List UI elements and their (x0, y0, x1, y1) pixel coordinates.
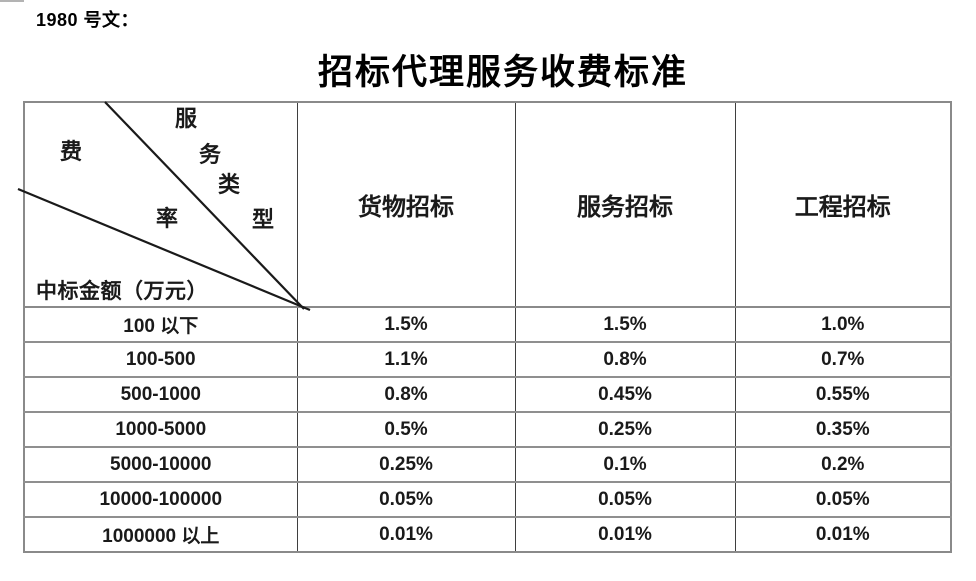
corner-axis-char: 务 (199, 142, 222, 167)
row-label: 500-1000 (23, 376, 298, 412)
corner-axis-char: 率 (156, 206, 179, 231)
table-row: 5000-10000 0.25% 0.1% 0.2% (23, 446, 952, 482)
fee-value: 0.5% (296, 411, 516, 447)
fee-value: 0.01% (514, 516, 736, 552)
fee-value: 1.0% (734, 306, 952, 342)
fee-value: 1.1% (296, 341, 516, 377)
fee-value: 0.8% (296, 376, 516, 412)
fee-standard-table: 服 务 类 型 费 率 中标金额（万元） 货物招标 服务招标 工程招标 100 … (17, 101, 952, 553)
table-row: 10000-100000 0.05% 0.05% 0.05% (23, 481, 952, 517)
row-label: 1000000 以上 (23, 516, 298, 552)
fee-value: 0.01% (734, 516, 952, 552)
fee-value: 0.05% (734, 481, 952, 517)
fee-value: 0.2% (734, 446, 952, 482)
page-title: 招标代理服务收费标准 (317, 53, 688, 92)
fee-value: 1.5% (296, 306, 516, 342)
fee-value: 0.25% (296, 446, 516, 482)
fee-value: 0.05% (296, 481, 516, 517)
screen-edge-artifact (0, 0, 24, 2)
row-label: 1000-5000 (23, 411, 298, 447)
fee-value: 0.01% (296, 516, 516, 552)
column-header-services: 服务招标 (514, 102, 736, 308)
fee-value: 0.7% (734, 341, 952, 377)
corner-axis-char: 服 (175, 106, 198, 131)
row-label: 100 以下 (23, 306, 298, 342)
table-row: 100-500 1.1% 0.8% 0.7% (23, 341, 952, 377)
corner-axis-char: 费 (60, 139, 83, 164)
row-label: 5000-10000 (23, 446, 298, 482)
doc-number-label: 1980 号文： (36, 10, 140, 30)
diagonal-split-lines (17, 101, 311, 312)
fee-value: 0.1% (514, 446, 736, 482)
row-label: 10000-100000 (23, 481, 298, 517)
table-row: 500-1000 0.8% 0.45% 0.55% (23, 376, 952, 412)
row-label: 100-500 (23, 341, 298, 377)
column-header-works: 工程招标 (734, 102, 952, 308)
table-row: 100 以下 1.5% 1.5% 1.0% (23, 306, 952, 342)
fee-value: 0.45% (514, 376, 736, 412)
fee-value: 1.5% (514, 306, 736, 342)
fee-value: 0.8% (514, 341, 736, 377)
column-header-goods: 货物招标 (296, 102, 516, 308)
fee-value: 0.35% (734, 411, 952, 447)
fee-value: 0.55% (734, 376, 952, 412)
header-row: 服 务 类 型 费 率 中标金额（万元） 货物招标 服务招标 工程招标 (17, 101, 952, 312)
row-axis-label: 中标金额（万元） (36, 279, 208, 303)
table-row: 1000-5000 0.5% 0.25% 0.35% (23, 411, 952, 447)
diagonal-corner-cell: 服 务 类 型 费 率 中标金额（万元） (17, 101, 311, 312)
table-row: 1000000 以上 0.01% 0.01% 0.01% (23, 516, 952, 552)
fee-value: 0.05% (514, 481, 736, 517)
corner-axis-char: 类 (218, 172, 241, 197)
corner-axis-char: 型 (252, 207, 275, 232)
fee-value: 0.25% (514, 411, 736, 447)
